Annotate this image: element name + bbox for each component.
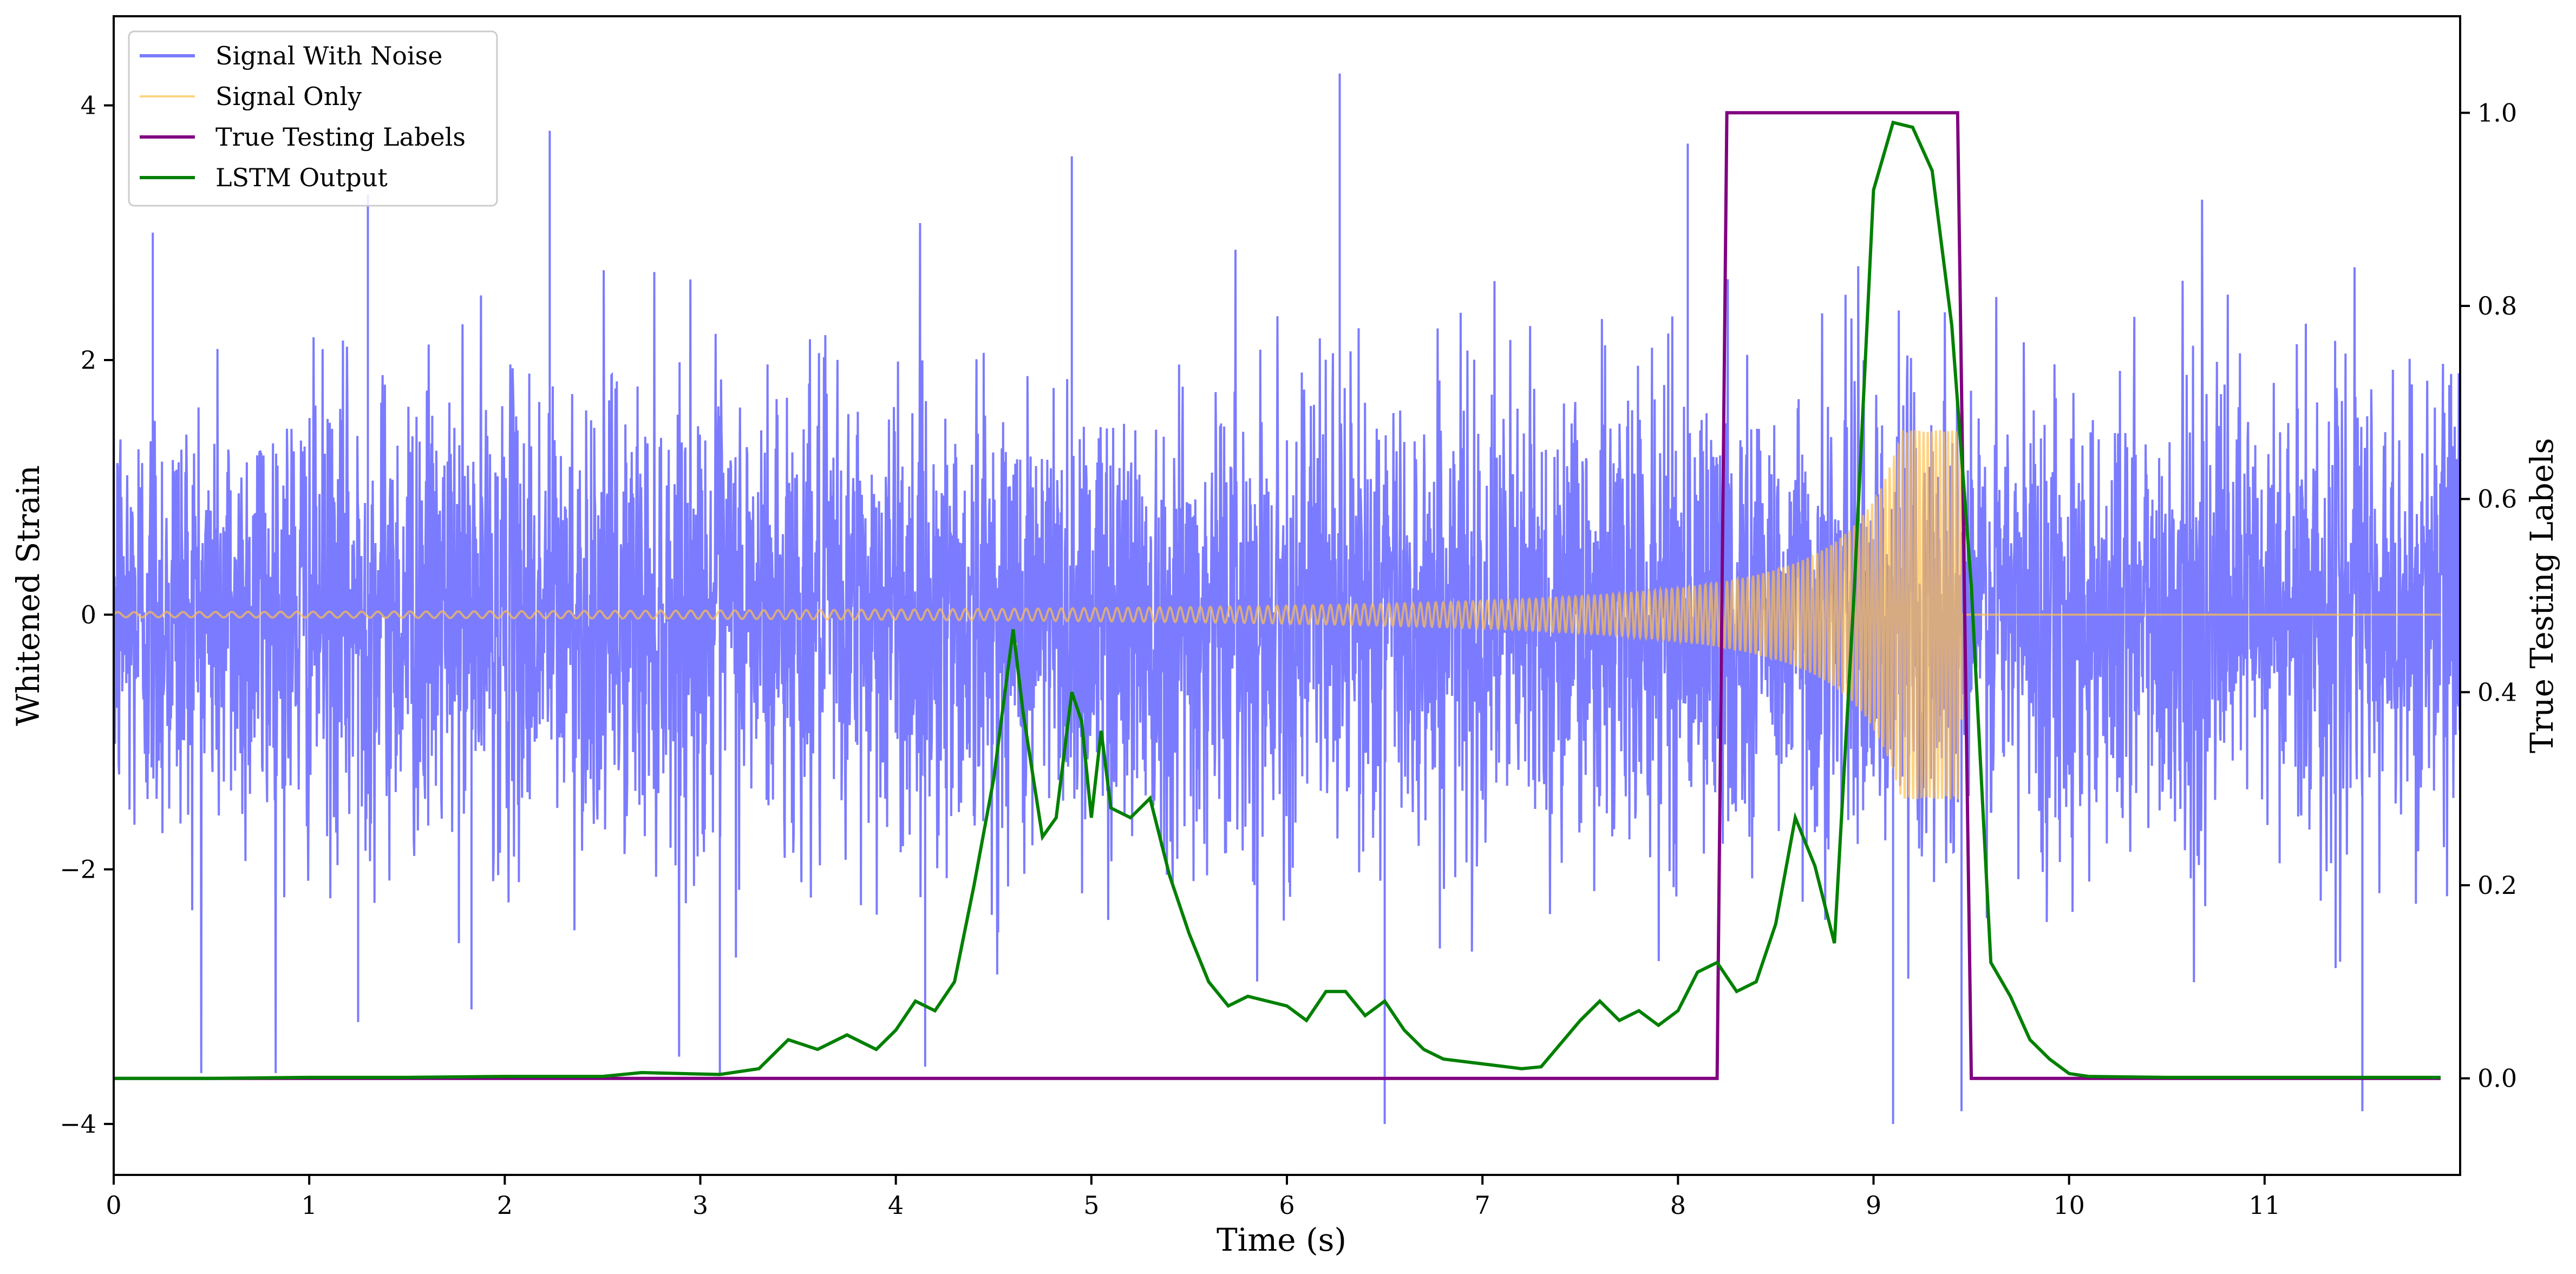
right-y-tick-label: 0.8 xyxy=(2477,291,2517,321)
x-tick-label: 4 xyxy=(888,1191,904,1220)
x-tick-label: 3 xyxy=(692,1191,708,1220)
x-tick-label: 7 xyxy=(1475,1191,1490,1220)
x-tick-label: 11 xyxy=(2249,1191,2281,1220)
lstm-output-line xyxy=(114,120,2441,1080)
legend-entry: True Testing Labels xyxy=(215,122,466,152)
left-y-tick-label: 4 xyxy=(81,91,96,120)
x-tick-label: 6 xyxy=(1279,1191,1294,1220)
true-testing-labels-series xyxy=(114,111,2441,1080)
legend-entry: LSTM Output xyxy=(215,163,388,192)
x-tick-label: 9 xyxy=(1866,1191,1881,1220)
lstm-output-series xyxy=(114,120,2441,1080)
true-testing-labels-line xyxy=(114,111,2441,1080)
x-tick-label: 10 xyxy=(2053,1191,2085,1220)
right-y-axis-label: True Testing Labels xyxy=(2523,438,2560,753)
x-axis: 0 1 2 3 4 5 6 7 8 9 10 11 xyxy=(106,1175,2280,1220)
signal-only-series xyxy=(113,430,2441,800)
x-tick-label: 8 xyxy=(1670,1191,1686,1220)
legend-box xyxy=(128,30,498,207)
x-tick-label: 5 xyxy=(1083,1191,1099,1220)
right-y-tick-label: 0.6 xyxy=(2477,485,2517,514)
legend-entry: Signal With Noise xyxy=(215,41,442,70)
left-y-axis-label: Whitened Strain xyxy=(10,465,47,726)
signal-with-noise-line xyxy=(113,73,2461,1124)
left-y-tick-label: −2 xyxy=(60,855,96,884)
x-tick-label: 2 xyxy=(497,1191,513,1220)
x-tick-label: 1 xyxy=(302,1191,317,1220)
legend: Signal With Noise Signal Only True Testing… xyxy=(128,30,498,207)
legend-entry: Signal Only xyxy=(215,82,362,111)
left-y-tick-label: 0 xyxy=(81,600,96,629)
right-y-axis: 0.0 0.2 0.4 0.6 0.8 1.0 xyxy=(2460,98,2517,1093)
signal-with-noise-series xyxy=(113,73,2461,1124)
x-tick-label: 0 xyxy=(106,1191,121,1220)
left-y-tick-label: −4 xyxy=(60,1109,96,1139)
x-axis-label: Time (s) xyxy=(1217,1221,1346,1258)
left-y-axis: −4 −2 0 2 4 xyxy=(60,91,114,1139)
right-y-tick-label: 0.4 xyxy=(2477,677,2517,707)
left-y-tick-label: 2 xyxy=(81,345,96,375)
right-y-tick-label: 1.0 xyxy=(2477,98,2517,127)
signal-only-line xyxy=(113,430,2441,800)
right-y-tick-label: 0.0 xyxy=(2477,1064,2517,1093)
right-y-tick-label: 0.2 xyxy=(2477,871,2517,900)
